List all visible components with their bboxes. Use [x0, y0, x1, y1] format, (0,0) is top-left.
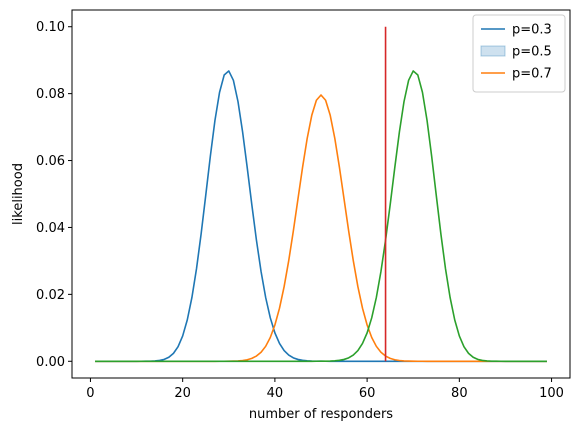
series-layer	[95, 70, 547, 363]
legend-label: p=0.5	[512, 45, 552, 60]
y-axis-label: likelihood	[11, 163, 26, 225]
y-tick-label: 0.02	[36, 288, 65, 303]
plot-frame	[71, 9, 571, 379]
y-tick-label: 0.06	[36, 154, 65, 169]
legend-label: p=0.7	[512, 67, 552, 82]
x-tick-label: 20	[174, 386, 191, 401]
y-axis-ticks: 0.00 0.02 0.04 0.06 0.08 0.10	[36, 20, 72, 370]
x-tick-label: 60	[359, 386, 376, 401]
x-tick-label: 0	[86, 386, 94, 401]
y-tick-label: 0.10	[36, 20, 65, 35]
x-tick-label: 100	[539, 386, 564, 401]
x-tick-label: 80	[451, 386, 468, 401]
legend-swatch-patch	[480, 45, 506, 57]
y-tick-label: 0.08	[36, 87, 65, 102]
y-tick-label: 0.00	[36, 355, 65, 370]
y-tick-label: 0.04	[36, 221, 65, 236]
x-tick-label: 40	[267, 386, 284, 401]
legend: p=0.3 p=0.5 p=0.7	[472, 14, 566, 93]
x-axis-ticks: 0 20 40 60 80 100	[86, 378, 564, 401]
x-axis-label: number of responders	[249, 407, 393, 422]
series-line-3	[95, 70, 547, 363]
legend-label: p=0.3	[512, 23, 552, 38]
